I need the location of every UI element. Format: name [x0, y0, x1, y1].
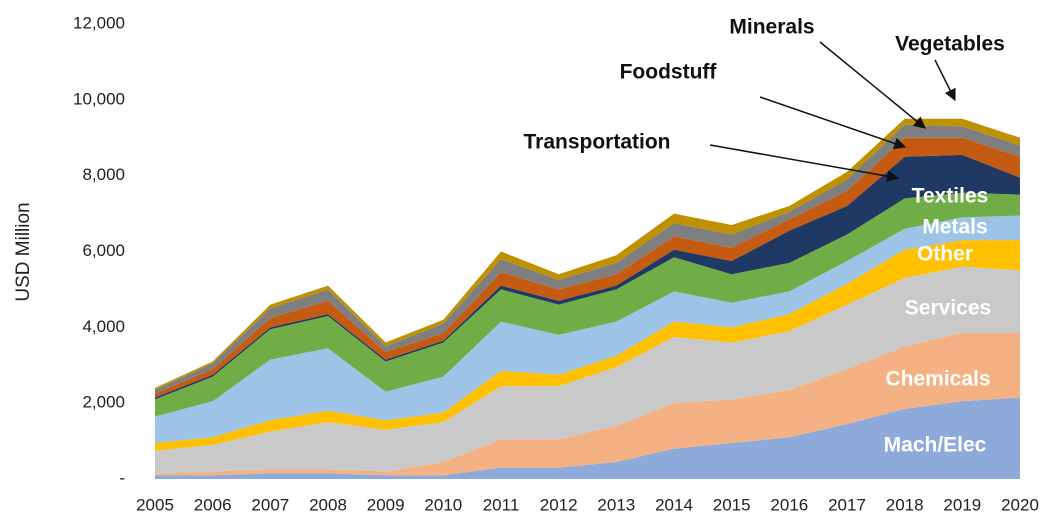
x-tick-label: 2015 [713, 495, 751, 514]
x-tick-label: 2005 [136, 495, 174, 514]
area [155, 333, 1020, 476]
series-label: Chemicals [885, 368, 990, 391]
area [155, 154, 1020, 400]
x-tick-label: 2009 [367, 495, 405, 514]
annotation-arrow [819, 41, 926, 129]
y-tick-label: 6,000 [82, 241, 125, 260]
x-tick-label: 2012 [540, 495, 578, 514]
y-tick-label: - [119, 468, 125, 487]
annotation: Foodstuff [620, 61, 718, 84]
x-tick-label: 2006 [194, 495, 232, 514]
x-tick-label: 2010 [424, 495, 462, 514]
area [155, 397, 1020, 479]
x-tick-label: 2008 [309, 495, 347, 514]
area [155, 240, 1020, 451]
series-label: Other [917, 243, 973, 266]
series-label: Textiles [912, 185, 989, 208]
x-tick-label: 2018 [886, 495, 924, 514]
x-tick-label: 2020 [1001, 495, 1039, 514]
x-tick-label: 2019 [943, 495, 981, 514]
annotation: Vegetables [895, 33, 1005, 56]
series-label: Services [905, 297, 991, 320]
x-tick-label: 2007 [251, 495, 289, 514]
annotation-arrow [759, 96, 907, 150]
y-axis-label: USD Million [13, 202, 34, 301]
y-tick-label: 8,000 [82, 165, 125, 184]
x-tick-label: 2011 [483, 495, 520, 514]
annotation-arrow [709, 144, 900, 183]
area [155, 215, 1020, 443]
y-tick-label: 10,000 [73, 89, 125, 108]
area [155, 192, 1020, 417]
x-tick-label: 2013 [597, 495, 635, 514]
x-tick-label: 2016 [770, 495, 808, 514]
annotation-arrow [934, 59, 956, 102]
x-tick-label: 2014 [655, 495, 693, 514]
area [155, 266, 1020, 474]
series-label: Metals [922, 216, 987, 239]
y-tick-label: 12,000 [73, 13, 125, 32]
annotation: Minerals [729, 16, 814, 39]
annotation: Transportation [523, 131, 670, 154]
y-tick-label: 4,000 [82, 317, 125, 336]
series-label: Mach/Elec [884, 434, 987, 457]
y-tick-label: 2,000 [82, 393, 125, 412]
x-tick-label: 2017 [828, 495, 866, 514]
